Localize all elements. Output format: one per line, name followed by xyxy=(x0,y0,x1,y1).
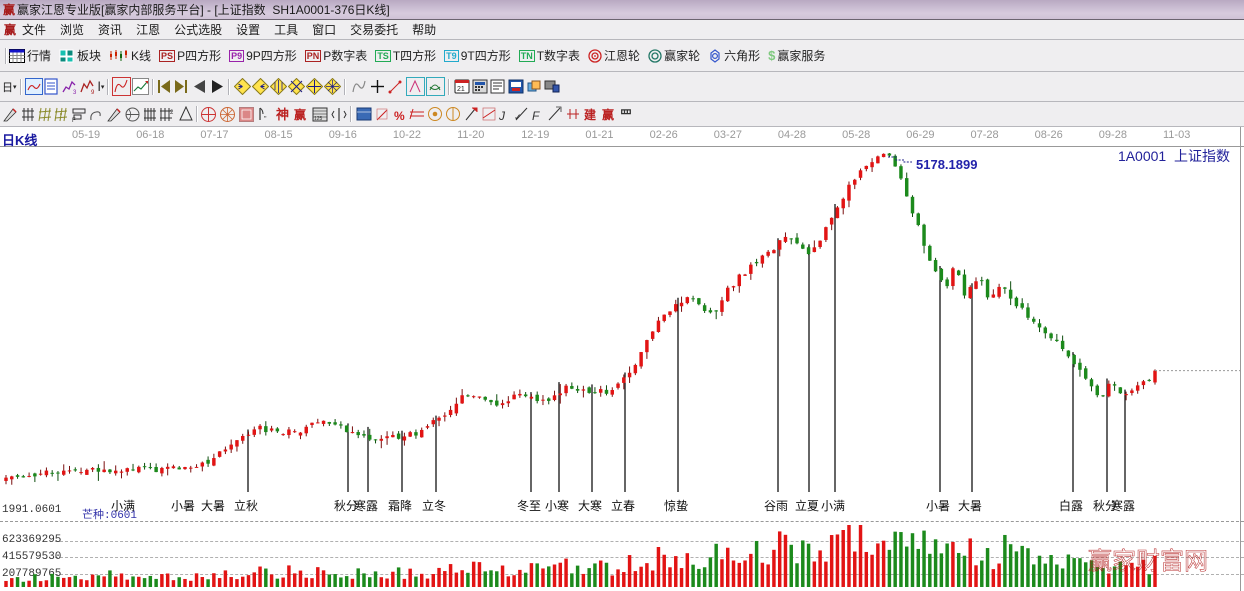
svg-text:2: 2 xyxy=(170,110,174,116)
svg-text:21: 21 xyxy=(457,86,465,93)
svg-text:%: % xyxy=(394,109,405,122)
svg-text:": " xyxy=(264,116,267,122)
svg-text:F: F xyxy=(72,118,76,122)
svg-text:J: J xyxy=(499,109,506,122)
svg-text:✓: ✓ xyxy=(514,112,522,122)
svg-text:神: 神 xyxy=(276,107,289,122)
svg-text:赢: 赢 xyxy=(602,107,614,122)
svg-text:罒: 罒 xyxy=(620,108,632,122)
svg-text:3: 3 xyxy=(73,90,77,95)
svg-text:赢家财富网: 赢家财富网 xyxy=(1088,548,1208,575)
svg-text:赢: 赢 xyxy=(294,107,306,122)
svg-text:建: 建 xyxy=(583,107,597,122)
svg-text:125: 125 xyxy=(314,116,323,122)
svg-text:9: 9 xyxy=(91,90,95,95)
svg-text:F: F xyxy=(532,109,540,122)
